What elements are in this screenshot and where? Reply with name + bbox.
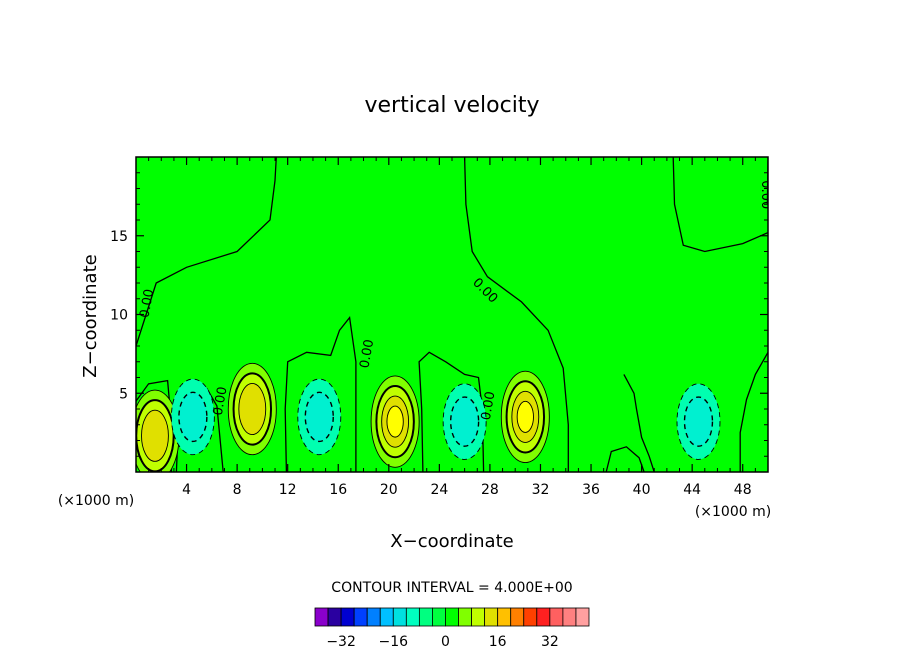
colorbar-swatch-20 [562,607,577,627]
zero-contour-7 [284,316,357,472]
x-tick-label-8: 8 [233,482,242,498]
contour-interval-text: CONTOUR INTERVAL = 4.000E+00 [331,580,572,596]
x-tick-label-44: 44 [683,482,701,498]
x-tick-label-24: 24 [430,482,448,498]
x-tick-label-32: 32 [532,482,550,498]
colorbar-swatch-7 [392,607,407,627]
colorbar-swatch-1 [314,607,329,627]
colorbar-swatch-10 [432,607,446,627]
colorbar-swatch-18 [536,607,551,627]
colorbar-swatch-5 [366,607,381,627]
zero-contour-1 [136,157,277,347]
chart-title: vertical velocity [364,93,539,118]
zero-contour-2 [463,157,569,472]
x-tick-label-36: 36 [582,482,600,498]
colorbar-tick-label-5: 32 [541,634,559,650]
x-tick-label-20: 20 [380,482,398,498]
contour-label-1: 0.00 [137,288,157,319]
colorbar-swatch-15 [497,607,512,627]
plot-area: 0.000.000.000.000.000.004 8 12 16 20 24 28 32 36… [110,156,773,498]
colorbar-tick-label-3: 0 [441,634,450,650]
x-tick-label-48: 48 [734,482,752,498]
updraft-3-level-4 [386,405,404,438]
x-tick-label-28: 28 [481,482,499,498]
colorbar-swatch-17 [523,607,538,627]
colorbar-swatch-3 [340,607,355,627]
zero-contour-3 [672,157,768,253]
colorbar-swatch-2 [327,607,342,627]
contour-label-4: 0.00 [479,390,499,421]
zero-contour-9 [623,374,655,472]
y-tick-label-15: 15 [110,229,128,245]
updraft-2-level-3 [238,382,267,436]
zero-contour-11 [739,351,768,472]
colorbar-tick-label-2: −16 [379,634,409,650]
colorbar-swatch-9 [418,607,433,627]
colorbar: −32 −16 0 16 32 [314,607,590,650]
colorbar-swatch-6 [379,607,394,627]
colorbar-swatch-21 [575,607,590,627]
colorbar-swatch-12 [458,607,472,627]
contour-label-3: 0.00 [357,338,377,369]
colorbar-swatch-13 [471,607,486,627]
y-tick-label-10: 10 [110,308,128,324]
contour-layer: 0.000.000.000.000.000.00 [136,157,773,472]
colorbar-swatch-11 [445,607,459,627]
x-tick-label-12: 12 [279,482,297,498]
downdraft-2-level-2 [304,391,334,443]
updraft-1-level-3 [141,409,169,462]
colorbar-tick-label-4: 16 [489,634,507,650]
colorbar-swatch-16 [510,607,525,627]
contour-label-6: 0.00 [758,180,773,209]
y-axis-label: Z−coordinate [80,254,101,377]
colorbar-tick-label-1: −32 [326,634,356,650]
zero-contour-10 [605,446,645,472]
colorbar-swatch-4 [353,607,368,627]
downdraft-1-level-2 [178,391,208,443]
x-unit-right: (×1000 m) [695,504,771,520]
x-unit-left: (×1000 m) [58,493,134,509]
colorbar-swatch-8 [405,607,420,627]
colorbar-swatch-14 [484,607,499,627]
x-tick-label-4: 4 [182,482,191,498]
x-axis-label: X−coordinate [390,531,513,552]
contour-label-2: 0.00 [211,386,231,417]
colorbar-swatch-19 [549,607,564,627]
x-tick-label-40: 40 [633,482,651,498]
updraft-4-level-4 [516,400,534,433]
downdraft-3-level-2 [449,396,480,447]
downdraft-4-level-2 [683,396,714,447]
x-tick-label-16: 16 [329,482,347,498]
y-tick-label-5: 5 [119,386,128,402]
